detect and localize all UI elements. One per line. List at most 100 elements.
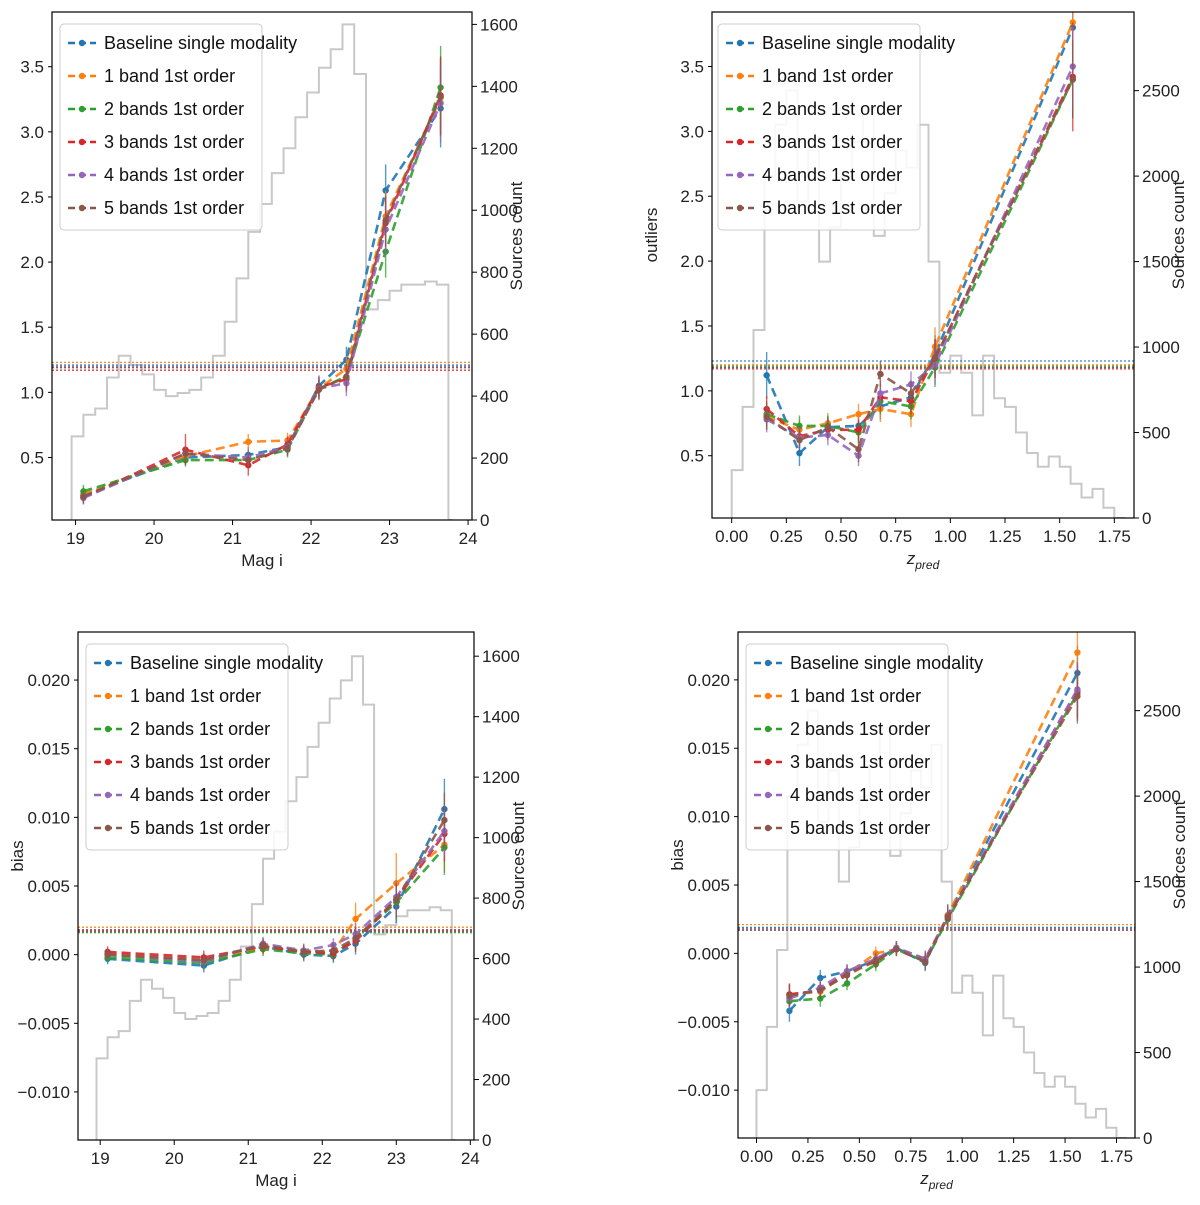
x-tick-label: 0.50 <box>843 1147 876 1166</box>
y2-tick-label: 1500 <box>1142 253 1180 272</box>
x-tick-label: 1.25 <box>997 1147 1030 1166</box>
series-line <box>788 688 1079 1000</box>
y2-tick-label: 1500 <box>1143 873 1181 892</box>
legend-swatch-marker <box>104 824 112 832</box>
data-point <box>786 992 793 999</box>
legend-swatch-marker <box>736 204 744 212</box>
legend-item-3-bands-1st-order: 3 bands 1st order <box>68 132 244 152</box>
x-tick-label: 0.00 <box>715 527 748 546</box>
data-point <box>931 355 939 362</box>
y2-tick-label: 200 <box>482 1071 510 1090</box>
y-tick-label: 3.5 <box>20 58 44 77</box>
data-point <box>843 980 851 987</box>
x-tick-label: 0.50 <box>824 527 857 546</box>
legend-item-2-bands-1st-order: 2 bands 1st order <box>94 719 270 739</box>
x-tick-label: 1.75 <box>1100 1147 1133 1166</box>
legend-item-3-bands-1st-order: 3 bands 1st order <box>726 132 902 152</box>
x-tick-label: 20 <box>165 1149 184 1168</box>
y2-tick-label: 400 <box>480 387 508 406</box>
legend-label: 3 bands 1st order <box>790 752 930 772</box>
legend-label: 2 bands 1st order <box>762 99 902 119</box>
legend-swatch-marker <box>78 171 86 179</box>
data-point <box>855 411 862 418</box>
y2-tick-label: 1600 <box>480 15 518 34</box>
legend-swatch-marker <box>764 791 772 799</box>
legend-item-5-bands-1st-order: 5 bands 1st order <box>754 818 930 838</box>
y2-tick-label: 800 <box>482 889 510 908</box>
x-tick-label: 21 <box>223 529 242 548</box>
legend-swatch-marker <box>78 138 86 146</box>
data-point <box>352 915 359 923</box>
x-tick-label: 19 <box>91 1149 110 1168</box>
legend-item-4-bands-1st-order: 4 bands 1st order <box>726 165 902 185</box>
data-point <box>441 816 448 824</box>
legend-item-5-bands-1st-order: 5 bands 1st order <box>68 198 244 218</box>
y-tick-label: 0.020 <box>687 671 730 690</box>
legend-item-3-bands-1st-order: 3 bands 1st order <box>754 752 930 772</box>
series-line <box>789 692 1079 1003</box>
y2-tick-label: 500 <box>1142 424 1170 443</box>
x-tick-label: 19 <box>66 529 85 548</box>
legend-label: 2 bands 1st order <box>130 719 270 739</box>
legend-swatch-marker <box>764 692 772 700</box>
data-point <box>80 493 87 500</box>
x-tick-label: 23 <box>387 1149 406 1168</box>
series-line <box>82 94 442 500</box>
data-point <box>1069 19 1076 26</box>
y2-tick-label: 0 <box>1142 509 1151 528</box>
series-line <box>107 819 446 962</box>
y2-tick-label: 1400 <box>482 708 520 727</box>
y-tick-label: 0.5 <box>20 448 44 467</box>
y-tick-label: 3.0 <box>680 122 704 141</box>
data-point <box>200 956 208 964</box>
y-tick-label: 0.000 <box>687 944 730 963</box>
legend-item-2-bands-1st-order: 2 bands 1st order <box>68 99 244 119</box>
legend-item-5-bands-1st-order: 5 bands 1st order <box>94 818 270 838</box>
legend-item-3-bands-1st-order: 3 bands 1st order <box>94 752 270 772</box>
legend-label: 2 bands 1st order <box>790 719 930 739</box>
data-point <box>330 947 337 954</box>
data-point <box>855 426 862 433</box>
legend-label: 4 bands 1st order <box>130 785 270 805</box>
x-tick-label: 0.00 <box>740 1147 773 1166</box>
legend-label: 3 bands 1st order <box>762 132 902 152</box>
x-tick-label: 0.25 <box>770 527 803 546</box>
y2-tick-label: 400 <box>482 1010 510 1029</box>
legend-swatch-marker <box>736 171 744 179</box>
y2-tick-label: 2500 <box>1142 82 1180 101</box>
legend-item-4-bands-1st-order: 4 bands 1st order <box>754 785 930 805</box>
y2-tick-label: 1000 <box>480 201 518 220</box>
legend-box <box>85 643 289 851</box>
y2-tick-label: 600 <box>482 950 510 969</box>
data-point <box>893 946 900 953</box>
legend-item-2-bands-1st-order: 2 bands 1st order <box>754 719 930 739</box>
legend-swatch-marker <box>764 725 772 733</box>
y2-tick-label: 1400 <box>480 77 518 96</box>
y2-tick-label: 1200 <box>482 768 520 787</box>
data-point <box>245 456 252 464</box>
y2-tick-label: 600 <box>480 325 508 344</box>
x-tick-label: 0.25 <box>791 1147 824 1166</box>
y-axis-label: bias <box>8 840 27 871</box>
y-tick-label: 2.0 <box>20 253 44 272</box>
legend-label: 4 bands 1st order <box>104 165 244 185</box>
data-point <box>352 934 359 942</box>
legend-item-baseline-single-modality: Baseline single modality <box>68 33 297 53</box>
y2-tick-label: 1000 <box>1143 958 1181 977</box>
y2-tick-label: 2000 <box>1142 167 1180 186</box>
legend-swatch-marker <box>736 105 744 113</box>
x-tick-label: 1.50 <box>1049 1147 1082 1166</box>
legend-label: 1 band 1st order <box>762 66 893 86</box>
chart-panel-3: 19 20 21 22 23 24 −0.010 −0.005 0.000 0.005 0.010 0… <box>8 631 528 1190</box>
legend-item-1-band-1st-order: 1 band 1st order <box>94 686 261 706</box>
legend-label: 1 band 1st order <box>790 686 921 706</box>
x-tick-label: 24 <box>459 529 478 548</box>
data-point <box>796 436 803 444</box>
data-point <box>817 974 824 982</box>
x-tick-label: 20 <box>145 529 164 548</box>
legend-swatch-marker <box>78 204 86 212</box>
series-line <box>107 808 446 967</box>
legend-label: 5 bands 1st order <box>762 198 902 218</box>
series-line <box>107 846 446 965</box>
legend-label: 3 bands 1st order <box>130 752 270 772</box>
